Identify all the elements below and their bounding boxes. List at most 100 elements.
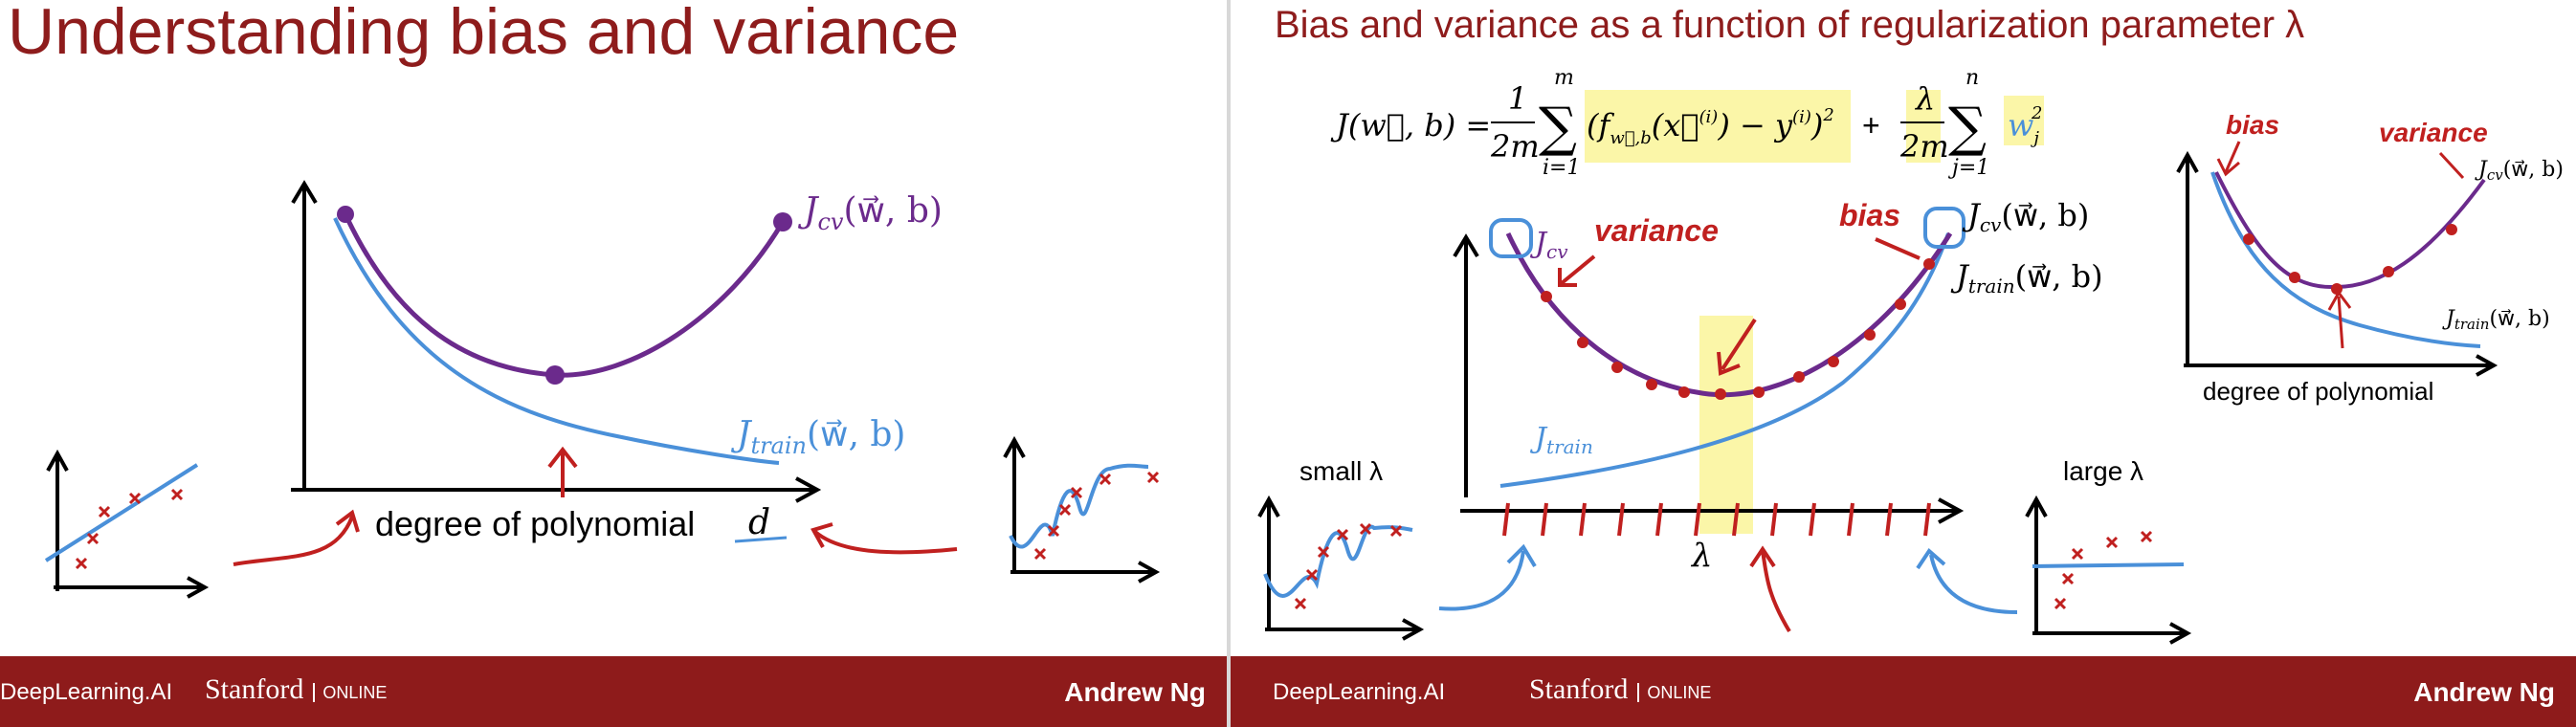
overfit-mini-chart [1003,435,1161,584]
term2-w: w [2008,107,2033,143]
inset-jtrain-args: (w⃗, b) [2489,307,2549,331]
term2-sub: j [2030,128,2039,148]
term2-sup: 2 [2031,103,2042,123]
arrow-to-underfit [233,516,354,566]
slide-title: Bias and variance as a function of regul… [1275,4,2305,46]
small-lambda-label: small λ [1299,456,1383,486]
large-lambda-fit-line [2032,562,2185,568]
inset-jcv-letter: J [2475,158,2488,182]
arrow-to-overfit-head [811,522,833,548]
arrow-to-underfit-head [335,509,360,533]
formula-lhs: J(w⃗, b) = [1330,107,1491,143]
deeplearning-logo: DeepLearning.AI [0,679,173,705]
cost-formula: J(w⃗, b) = 1 2m m ∑ i=1 (fw⃗,b(x⃗(i)) − … [1330,66,2042,180]
jcv-curve [1505,231,1953,398]
jcv-point-min [545,365,565,385]
jtrain-args: (w⃗, b) [807,415,905,454]
inset-jcv-label: Jcv(w⃗, b) [2475,158,2564,184]
jcv-right-label: Jcv(w⃗, b) [1962,197,2089,236]
term1-minus: ) − y [1717,107,1793,143]
endpoint-highlights [1489,207,1965,258]
inset-jcv-dots [2243,224,2457,295]
red-annotations [233,446,958,566]
inset-jcv-args: (w⃗, b) [2503,158,2564,182]
bias-label: bias [1839,198,1900,232]
large-lambda-data-points [2054,530,2153,610]
stanford-logo: Stanford ONLINE [205,673,388,706]
formula-sum1-bottom: i=1 [1543,156,1580,180]
xaxis-var: d [748,503,770,542]
stanford-logo: Stanford ONLINE [1529,673,1712,706]
main-axes [1453,233,1965,524]
small-lambda-mini-chart [1257,495,1425,641]
term1-rest: (x⃗ [1652,107,1699,143]
jtrain-sub: train [1546,435,1593,458]
lambda-axis-label: λ [1690,537,1713,575]
term1-close: ) [1810,107,1823,143]
large-lambda-label: large λ [2063,456,2143,486]
jtrain-letter: J [730,415,753,454]
inset-jtrain-sub: train [2454,316,2490,333]
stanford-text: Stanford [205,673,304,705]
inset-arrows [2216,141,2465,349]
online-text: ONLINE [1637,683,1712,702]
jtrain-label: Jtrain [1529,422,1593,458]
inset-xaxis-label: degree of polynomial [2203,377,2433,406]
jtrain-curve [1499,232,1950,488]
jtrain-label: Jtrain(w⃗, b) [730,415,905,459]
author-name: Andrew Ng [1064,677,1206,707]
inset-bias-label: bias [2226,110,2279,140]
formula-highlight-1 [1585,90,1851,163]
jtrain-sub: train [750,432,807,459]
main-axes [291,180,822,503]
term1-sup-i2: (i) [1792,107,1811,127]
overfit-fit-curve [1009,463,1149,549]
jtrain-letter: J [1529,422,1548,455]
arrow-to-overfit [813,530,958,555]
overfit-data-points [1033,471,1160,561]
jcv-label: Jcv(w⃗, b) [797,191,943,235]
stanford-text: Stanford [1529,673,1629,705]
jcv-small-label: Jcv [1529,227,1568,263]
formula-plus: + [1862,108,1880,143]
footer-bar: DeepLearning.AI Stanford ONLINE Andrew Ng [1231,656,2576,727]
jtrain-right-label: Jtrain(w⃗, b) [1950,258,2103,297]
inset-jtrain-letter: J [2442,307,2455,331]
inset-jcv-curve [2214,171,2486,290]
underfit-data-points [75,488,184,570]
formula-sum2-bottom: j=1 [1947,156,1989,180]
formula-sum2-top: n [1965,66,1979,90]
formula-sum1-top: m [1554,66,1574,90]
online-text: ONLINE [313,683,388,702]
term1-sub: w⃗,b [1610,128,1651,148]
slide-bias-variance-regularization: Bias and variance as a function of regul… [1227,0,2576,727]
small-lambda-fit-curve [1263,524,1413,598]
formula-term1: (fw⃗,b(x⃗(i)) − y(i))2 [1587,105,1834,148]
jcv-right-sub: cv [1980,213,2002,236]
inset-variance-label: variance [2379,118,2488,147]
inset-jcv-sub: cv [2487,166,2503,184]
jcv-point-right [773,212,792,231]
jcv-point-left [337,206,354,223]
bias-variance-diagram: Jcv(w⃗, b) Jtrain(w⃗, b) degree of polyn… [44,180,1161,599]
jtrain-right-args: (w⃗, b) [2015,258,2103,295]
formula-frac2-num: λ [1914,80,1935,117]
term1-sq: 2 [1822,105,1833,125]
small-lambda-data-points [1294,522,1403,610]
optimal-lambda-highlight [1699,316,1753,534]
inset-jtrain-curve [2210,171,2481,348]
blue-arrows [1438,543,2018,614]
xaxis-label: degree of polynomial [375,504,695,543]
formula-term2: wj 2 [2008,103,2042,148]
formula-frac1-num: 1 [1508,80,1527,117]
formula-frac2-den: 2m [1899,128,1949,165]
inset-jtrain-label: Jtrain(w⃗, b) [2442,307,2550,333]
formula-sum2-symbol: ∑ [1948,97,1987,159]
term1-sup-i: (i) [1699,107,1719,127]
regularization-diagram: J(w⃗, b) = 1 2m m ∑ i=1 (fw⃗,b(x⃗(i)) − … [1257,66,2564,645]
large-lambda-mini-chart [2025,495,2192,645]
jtrain-right-letter: J [1950,258,1970,295]
jcv-dots [1541,258,1935,400]
author-name: Andrew Ng [2413,677,2555,707]
underfit-mini-chart [44,449,210,599]
